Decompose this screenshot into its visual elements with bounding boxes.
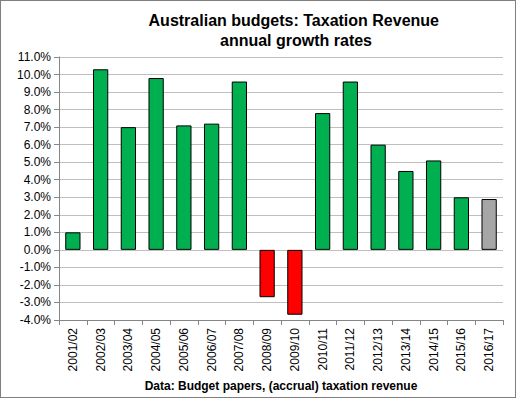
svg-text:2008/09: 2008/09 bbox=[260, 328, 274, 372]
svg-text:2.0%: 2.0% bbox=[24, 208, 52, 222]
svg-text:2013/14: 2013/14 bbox=[399, 328, 413, 372]
svg-text:8.0%: 8.0% bbox=[24, 103, 52, 117]
svg-text:7.0%: 7.0% bbox=[24, 120, 52, 134]
svg-text:10.0%: 10.0% bbox=[17, 68, 51, 82]
svg-text:Australian budgets: Taxation R: Australian budgets: Taxation Revenue bbox=[149, 12, 444, 29]
svg-text:-2.0%: -2.0% bbox=[20, 278, 52, 292]
svg-text:annual growth rates: annual growth rates bbox=[220, 32, 372, 49]
svg-text:11.0%: 11.0% bbox=[18, 50, 51, 64]
svg-text:2016/17: 2016/17 bbox=[482, 328, 496, 372]
svg-text:Data: Budget papers, (accrual): Data: Budget papers, (accrual) taxation … bbox=[145, 379, 418, 393]
svg-text:9.0%: 9.0% bbox=[24, 85, 52, 99]
svg-text:2015/16: 2015/16 bbox=[454, 328, 468, 372]
svg-text:2014/15: 2014/15 bbox=[427, 328, 441, 372]
svg-text:2003/04: 2003/04 bbox=[121, 328, 135, 372]
svg-text:2010/11: 2010/11 bbox=[316, 328, 330, 371]
svg-text:2009/10: 2009/10 bbox=[288, 328, 302, 372]
svg-text:5.0%: 5.0% bbox=[24, 155, 52, 169]
svg-text:2001/02: 2001/02 bbox=[66, 328, 80, 372]
svg-text:2005/06: 2005/06 bbox=[177, 328, 191, 372]
svg-text:2002/03: 2002/03 bbox=[94, 328, 108, 372]
svg-text:1.0%: 1.0% bbox=[24, 225, 52, 239]
svg-text:0.0%: 0.0% bbox=[24, 243, 52, 257]
svg-text:3.0%: 3.0% bbox=[24, 190, 52, 204]
svg-text:2007/08: 2007/08 bbox=[232, 328, 246, 372]
svg-text:2006/07: 2006/07 bbox=[205, 328, 219, 372]
svg-text:6.0%: 6.0% bbox=[24, 138, 52, 152]
svg-text:2012/13: 2012/13 bbox=[371, 328, 385, 372]
svg-text:-3.0%: -3.0% bbox=[20, 295, 52, 309]
svg-text:2004/05: 2004/05 bbox=[149, 328, 163, 372]
svg-text:2011/12: 2011/12 bbox=[343, 328, 357, 371]
svg-text:-1.0%: -1.0% bbox=[20, 260, 52, 274]
svg-text:4.0%: 4.0% bbox=[24, 173, 52, 187]
svg-text:-4.0%: -4.0% bbox=[20, 313, 52, 327]
